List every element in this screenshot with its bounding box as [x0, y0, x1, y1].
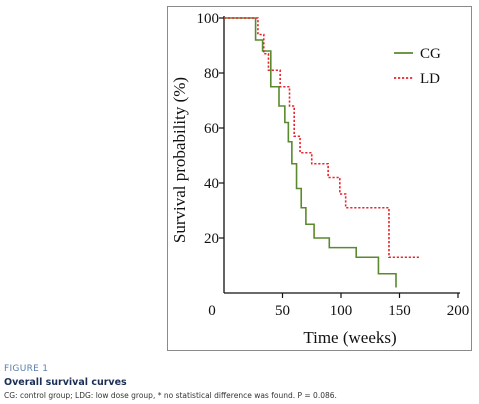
figure-title: Overall survival curves [4, 377, 127, 388]
figure-label: FIGURE 1 [4, 364, 49, 374]
x-tick-label-0: 0 [208, 303, 216, 319]
x-tick-label-50: 50 [275, 303, 290, 319]
y-tick-label-40: 40 [204, 176, 219, 192]
survival-series [224, 17, 421, 288]
tick-marks [219, 17, 459, 298]
y-tick-label-60: 60 [204, 121, 219, 137]
figure-frame [167, 6, 472, 351]
figure-caption: CG: control group; LDG: low dose group, … [4, 391, 337, 400]
legend: CG LD [394, 46, 441, 87]
tick-labels: 0 50 100 150 200 20 40 60 80 100 [197, 11, 470, 319]
y-axis-label: Survival probability (%) [170, 77, 189, 243]
y-tick-label-100: 100 [197, 11, 220, 27]
x-axis-label: Time (weeks) [303, 328, 396, 347]
series-line-ld [224, 17, 421, 259]
y-tick-label-20: 20 [204, 231, 219, 247]
x-tick-label-200: 200 [447, 303, 470, 319]
chart-axes [223, 16, 460, 294]
legend-label-cg: CG [420, 46, 441, 62]
x-tick-label-150: 150 [388, 303, 411, 319]
legend-label-ld: LD [420, 71, 440, 87]
y-tick-label-80: 80 [204, 66, 219, 82]
x-tick-label-100: 100 [330, 303, 353, 319]
